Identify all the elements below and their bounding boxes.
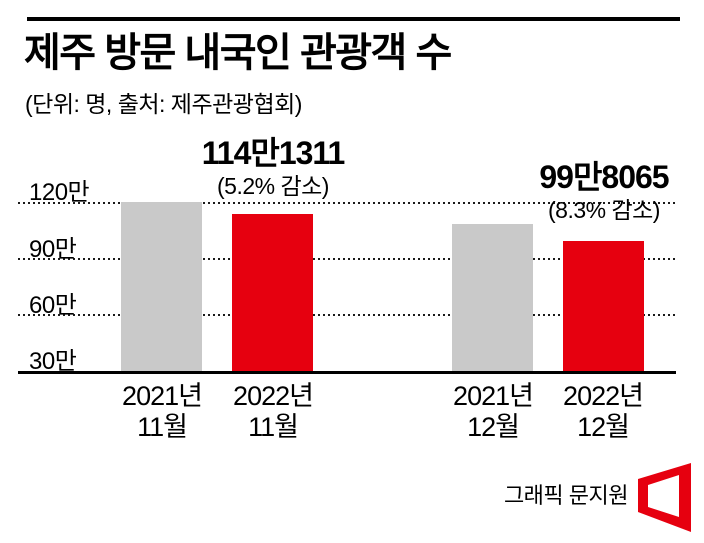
- gridline-120man: [18, 202, 676, 204]
- xtick-month: 12월: [467, 412, 520, 442]
- xtick-2021-12: 2021년 12월: [423, 381, 563, 443]
- chart-title: 제주 방문 내국인 관광객 수: [24, 31, 452, 75]
- xtick-2022-12: 2022년 12월: [533, 381, 673, 443]
- x-axis-baseline: [18, 371, 676, 374]
- annotation-december: 99만8065 (8.3% 감소): [464, 159, 704, 224]
- publisher-logo-icon: [638, 463, 691, 532]
- change-label-december: (8.3% 감소): [548, 197, 660, 223]
- bar-2022-12: [563, 241, 644, 373]
- ytick-label-120man: 120만: [29, 179, 90, 206]
- xtick-2022-11: 2022년 11월: [203, 381, 343, 443]
- ytick-label-90man: 90만: [29, 236, 77, 263]
- bar-2022-11: [232, 214, 313, 373]
- xtick-year: 2021년: [122, 381, 203, 411]
- change-label-november: (5.2% 감소): [217, 173, 329, 199]
- xtick-year: 2021년: [453, 381, 534, 411]
- top-rule: [27, 17, 680, 21]
- bar-2021-12: [452, 224, 533, 373]
- xtick-2021-11: 2021년 11월: [92, 381, 232, 443]
- xtick-year: 2022년: [563, 381, 644, 411]
- bar-2021-11: [121, 202, 202, 373]
- value-label-december: 99만8065: [539, 159, 669, 195]
- annotation-november: 114만1311 (5.2% 감소): [133, 135, 413, 200]
- gridline-90man: [18, 258, 676, 260]
- xtick-month: 12월: [577, 412, 630, 442]
- graphic-credit: 그래픽 문지원: [503, 483, 629, 508]
- ytick-label-60man: 60만: [29, 292, 77, 319]
- value-label-november: 114만1311: [201, 135, 346, 171]
- xtick-year: 2022년: [233, 381, 314, 411]
- unit-source-note: (단위: 명, 출처: 제주관광협회): [25, 91, 302, 117]
- xtick-month: 11월: [248, 412, 299, 442]
- xtick-month: 11월: [137, 412, 188, 442]
- ytick-label-30man: 30만: [29, 348, 77, 375]
- gridline-60man: [18, 314, 676, 316]
